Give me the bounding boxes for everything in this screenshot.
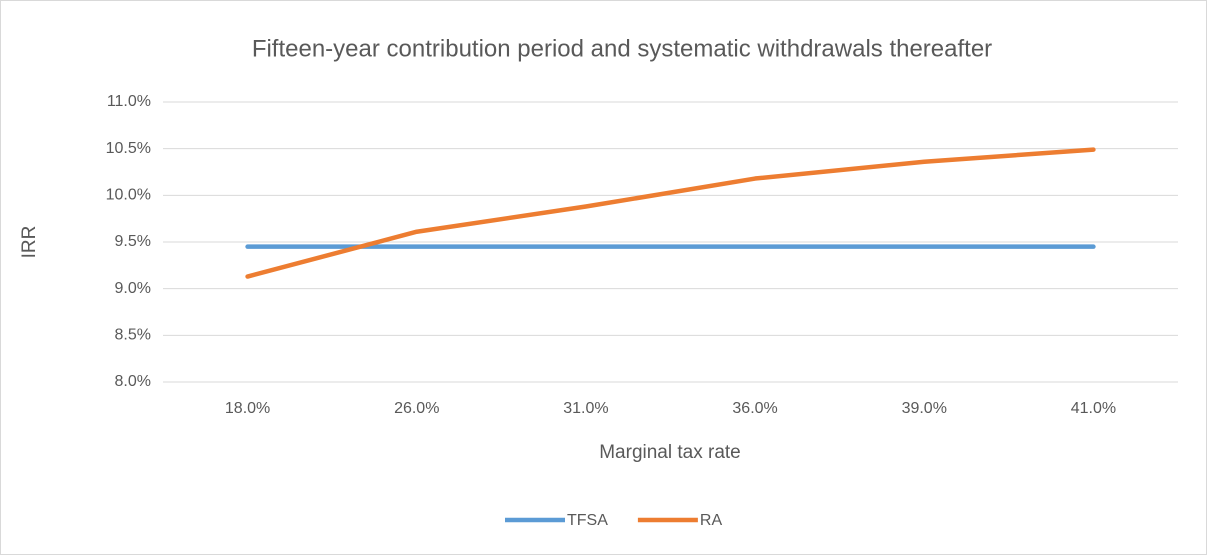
y-axis-label: IRR xyxy=(19,226,40,259)
y-tick-label: 8.5% xyxy=(115,327,151,344)
x-axis-label: Marginal tax rate xyxy=(599,442,741,463)
x-tick-label: 36.0% xyxy=(732,400,777,417)
x-tick-label: 26.0% xyxy=(394,400,439,417)
chart-title: Fifteen-year contribution period and sys… xyxy=(252,35,992,62)
y-tick-label: 9.5% xyxy=(115,233,151,250)
y-tick-label: 11.0% xyxy=(107,93,151,110)
y-tick-label: 9.0% xyxy=(115,280,151,297)
series-line xyxy=(245,147,1096,279)
y-tick-label: 10.0% xyxy=(106,187,151,204)
legend-label: TFSA xyxy=(567,512,608,529)
y-tick-label: 10.5% xyxy=(106,140,151,157)
x-tick-label: 31.0% xyxy=(563,400,608,417)
y-tick-label: 8.0% xyxy=(115,373,151,390)
x-tick-label: 41.0% xyxy=(1071,400,1116,417)
x-tick-label: 18.0% xyxy=(225,400,270,417)
legend-label: RA xyxy=(700,512,723,529)
x-tick-label: 39.0% xyxy=(902,400,947,417)
